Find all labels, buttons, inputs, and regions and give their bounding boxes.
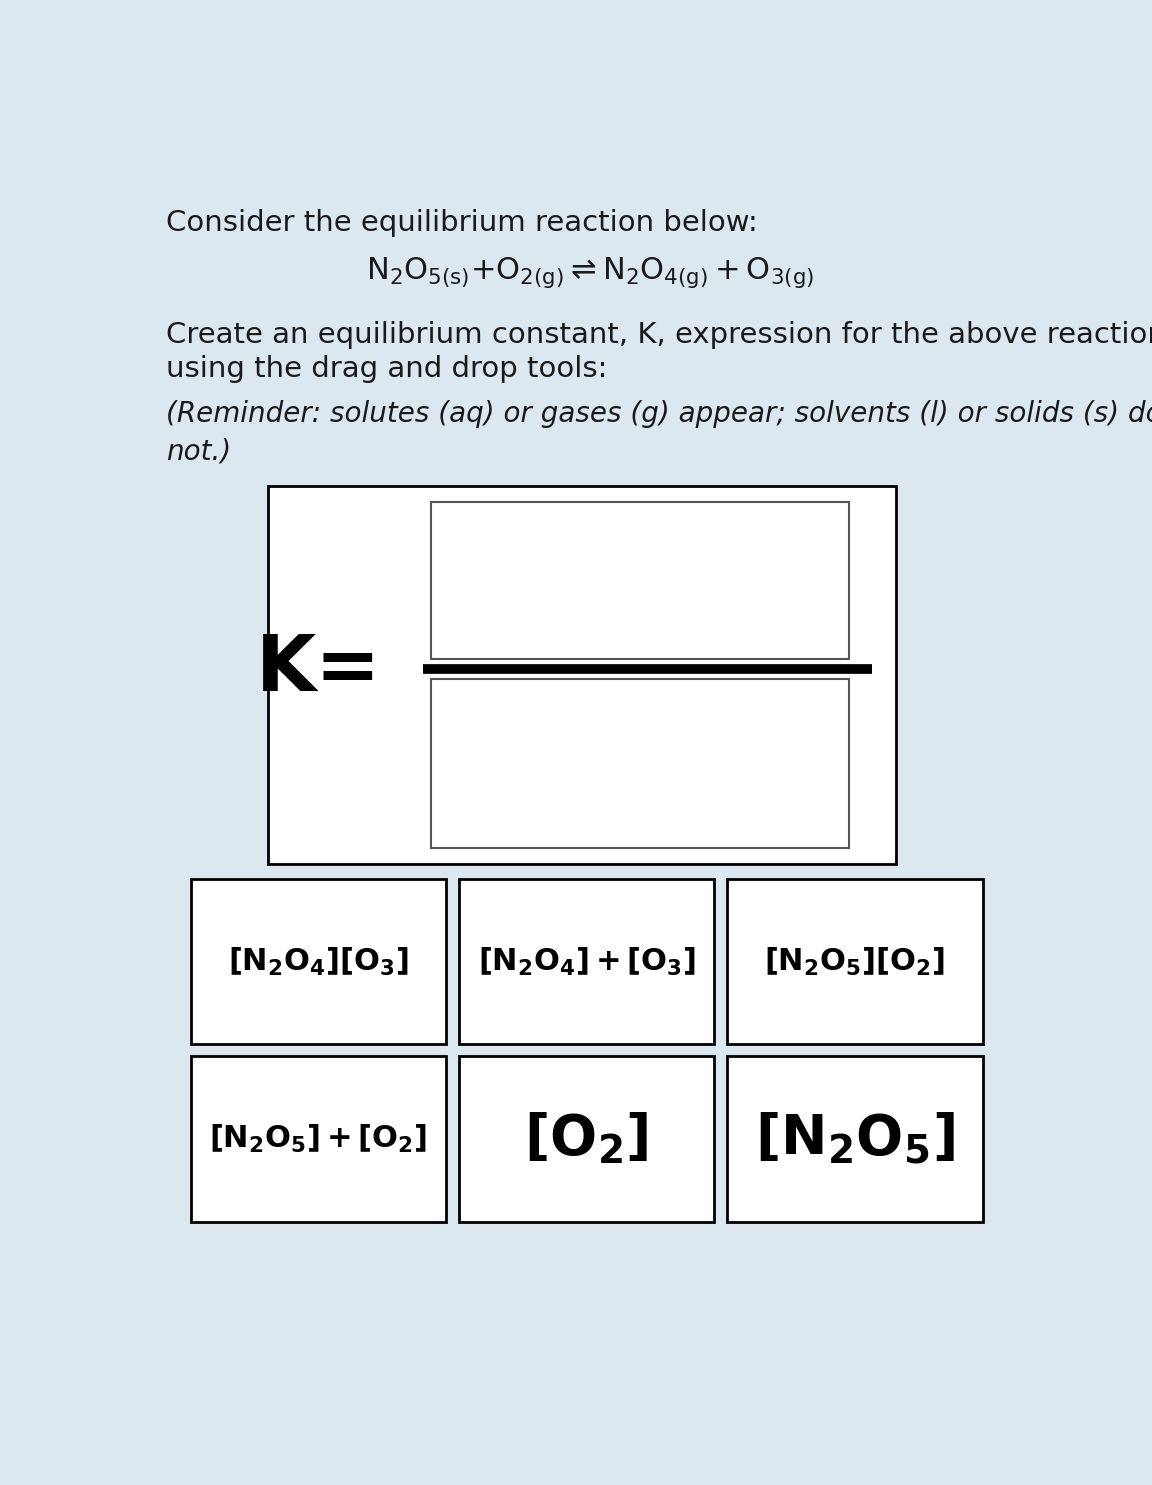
Text: using the drag and drop tools:: using the drag and drop tools: xyxy=(166,355,607,383)
Bar xyxy=(727,1056,983,1222)
Bar xyxy=(727,879,983,1044)
Bar xyxy=(268,486,896,863)
Text: $\mathbf{[N_2O_5][O_2]}$: $\mathbf{[N_2O_5][O_2]}$ xyxy=(765,946,945,977)
Text: not.): not.) xyxy=(166,438,230,466)
Bar xyxy=(431,679,849,848)
Bar xyxy=(458,1056,714,1222)
Text: Create an equilibrium constant, K, expression for the above reaction: Create an equilibrium constant, K, expre… xyxy=(166,321,1152,349)
Text: (Reminder: solutes (aq) or gases (g) appear; solvents (l) or solids (s) do: (Reminder: solutes (aq) or gases (g) app… xyxy=(166,399,1152,428)
Text: K=: K= xyxy=(256,631,381,707)
Text: $\mathbf{[N_2O_4]+[O_3]}$: $\mathbf{[N_2O_4]+[O_3]}$ xyxy=(478,946,696,977)
Text: Consider the equilibrium reaction below:: Consider the equilibrium reaction below: xyxy=(166,209,758,238)
Bar xyxy=(431,502,849,659)
Text: $\mathbf{[N_2O_4][O_3]}$: $\mathbf{[N_2O_4][O_3]}$ xyxy=(228,946,409,977)
Bar xyxy=(190,879,446,1044)
Bar xyxy=(458,879,714,1044)
Text: $\mathbf{[N_2O_5]}$: $\mathbf{[N_2O_5]}$ xyxy=(755,1111,955,1166)
Text: $\mathbf{[N_2O_5]+[O_2]}$: $\mathbf{[N_2O_5]+[O_2]}$ xyxy=(210,1123,427,1155)
Text: $\mathbf{[O_2]}$: $\mathbf{[O_2]}$ xyxy=(524,1112,649,1166)
Text: $\mathregular{N_2O_{5(s)}}$$\mathregular{ + O_{2(g)} \rightleftharpoons N_2O_{4(: $\mathregular{N_2O_{5(s)}}$$\mathregular… xyxy=(366,255,814,290)
Bar xyxy=(190,1056,446,1222)
